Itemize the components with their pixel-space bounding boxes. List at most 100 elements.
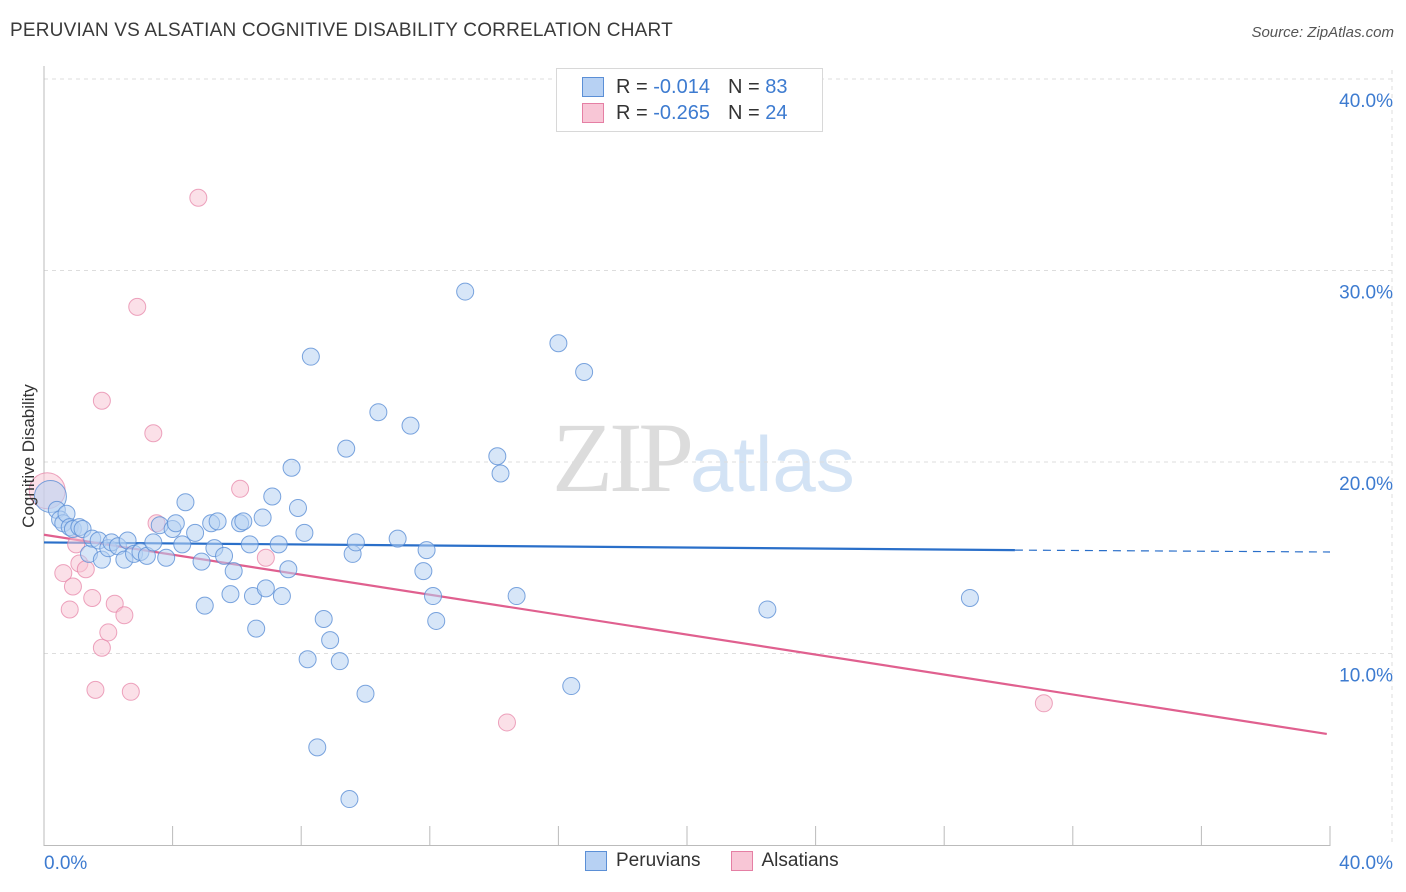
data-point-alsatian — [76, 560, 95, 579]
x-tick-label: 40.0% — [1339, 853, 1393, 874]
legend-row-peruvians: R = -0.014 N = 83 — [582, 74, 787, 100]
data-point-alsatian — [60, 600, 79, 619]
y-tick-label: 40.0% — [1339, 91, 1393, 112]
chart-title: PERUVIAN VS ALSATIAN COGNITIVE DISABILIT… — [10, 20, 673, 41]
data-point-peruvian — [173, 535, 192, 554]
series-legend: Peruvians Alsatians — [585, 850, 869, 872]
data-point-peruvian — [960, 588, 979, 607]
data-point-peruvian — [507, 587, 526, 606]
data-point-peruvian — [549, 334, 568, 353]
data-point-peruvian — [240, 535, 259, 554]
data-point-peruvian — [424, 587, 443, 606]
data-point-peruvian — [488, 447, 507, 466]
watermark-zip: ZIP — [552, 402, 694, 513]
data-point-peruvian — [321, 631, 340, 650]
data-point-peruvian — [369, 403, 388, 422]
data-point-alsatian — [189, 188, 208, 207]
data-point-alsatian — [54, 564, 73, 583]
n-value: 83 — [765, 75, 788, 98]
legend-label: Peruvians — [616, 850, 701, 871]
watermark-atlas: atlas — [690, 420, 855, 508]
data-point-peruvian — [253, 508, 272, 527]
data-point-alsatian — [1034, 694, 1053, 713]
data-point-alsatian — [92, 391, 111, 410]
data-point-alsatian — [497, 713, 516, 732]
trend-line-peruvians — [43, 541, 1015, 552]
legend-swatch-blue — [585, 851, 607, 871]
data-point-peruvian — [340, 790, 359, 809]
r-value: -0.014 — [653, 75, 710, 98]
data-point-peruvian — [247, 619, 266, 638]
data-point-peruvian — [234, 512, 253, 531]
data-point-peruvian — [192, 552, 211, 571]
data-point-peruvian — [301, 347, 320, 366]
data-point-alsatian — [256, 548, 275, 567]
legend-item-alsatians[interactable]: Alsatians — [730, 850, 839, 872]
data-point-alsatian — [83, 588, 102, 607]
r-value: -0.265 — [653, 101, 710, 124]
data-point-peruvian — [562, 677, 581, 696]
data-point-peruvian — [176, 493, 195, 512]
data-point-peruvian — [224, 562, 243, 581]
data-point-peruvian — [279, 560, 298, 579]
data-point-peruvian — [491, 464, 510, 483]
grid-lines — [44, 70, 1393, 845]
data-point-peruvian — [166, 514, 185, 533]
data-point-peruvian — [314, 610, 333, 629]
legend-swatch-pink — [730, 851, 753, 871]
data-point-peruvian — [221, 585, 240, 604]
data-point-peruvian — [308, 738, 327, 757]
data-point-peruvian — [282, 458, 301, 477]
data-point-peruvian — [575, 362, 594, 381]
legend-swatch-blue — [582, 77, 604, 97]
data-point-alsatian — [86, 680, 105, 699]
data-point-alsatian — [144, 424, 163, 443]
correlation-legend: R = -0.014 N = 83 R = -0.265 N = 24 — [556, 68, 823, 132]
data-point-peruvian — [144, 533, 163, 552]
data-point-peruvian — [157, 548, 176, 567]
data-point-peruvian — [417, 541, 436, 560]
trend-line-peruvians-dashed — [1014, 549, 1331, 553]
data-point-peruvian — [215, 546, 234, 565]
axes — [43, 66, 1331, 846]
legend-item-peruvians[interactable]: Peruvians — [585, 850, 701, 872]
data-point-peruvian — [288, 498, 307, 517]
trend-lines — [43, 533, 1331, 736]
data-point-peruvian — [272, 587, 291, 606]
y-axis-label: Cognitive Disability — [19, 384, 38, 528]
data-point-peruvian — [263, 487, 282, 506]
data-point-peruvian — [356, 684, 375, 703]
legend-label: Alsatians — [761, 850, 839, 871]
source-label: Source: ZipAtlas.com — [1251, 24, 1394, 41]
y-tick-label: 20.0% — [1339, 474, 1393, 495]
data-point-peruvian — [346, 533, 365, 552]
data-point-alsatian — [105, 594, 124, 613]
data-point-peruvian — [456, 282, 475, 301]
data-point-alsatian — [63, 577, 82, 596]
data-point-alsatian — [121, 682, 140, 701]
x-tick-label: 0.0% — [44, 853, 87, 874]
n-label: N = — [727, 75, 760, 98]
data-point-alsatian — [115, 606, 134, 625]
data-points — [28, 188, 1053, 809]
y-tick-label: 10.0% — [1339, 666, 1393, 687]
r-label: R = — [616, 101, 648, 124]
watermark: ZIPatlas — [552, 400, 855, 515]
data-point-peruvian — [269, 535, 288, 554]
tick-labels: 10.0% 20.0% 30.0% 40.0% 0.0% 40.0% — [44, 91, 1393, 874]
data-point-peruvian — [295, 523, 314, 542]
data-point-peruvian — [330, 652, 349, 671]
data-point-peruvian — [758, 600, 777, 619]
data-point-peruvian — [337, 439, 356, 458]
trend-line-alsatians — [43, 533, 1327, 736]
data-point-peruvian — [195, 596, 214, 615]
data-point-peruvian — [427, 611, 446, 630]
data-point-peruvian — [208, 512, 227, 531]
data-point-alsatian — [128, 297, 147, 316]
y-tick-label: 30.0% — [1339, 283, 1393, 304]
n-label: N = — [727, 101, 760, 124]
data-point-peruvian — [256, 579, 275, 598]
data-point-peruvian — [186, 523, 205, 542]
data-point-peruvian — [298, 650, 317, 669]
